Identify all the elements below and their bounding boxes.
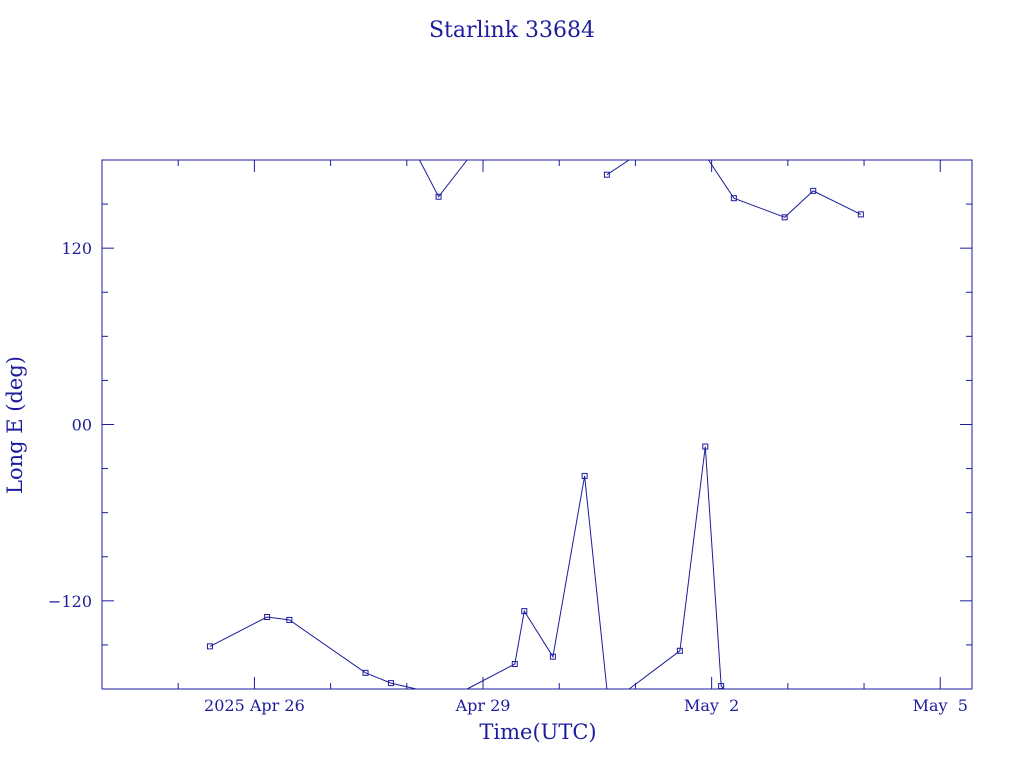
x-tick-label: May 5 [913,696,968,715]
data-point [730,195,737,202]
y-tick-label: 00 [72,416,92,435]
x-tick-label: Apr 29 [455,696,511,715]
x-tick-label: May 2 [684,696,739,715]
data-point [206,643,213,650]
series-line [466,475,608,690]
data-point [549,653,556,660]
data-point [581,472,588,479]
axis-ticks [101,159,972,690]
data-point [264,613,271,620]
series-line [419,159,468,198]
data-point [362,669,369,676]
data-point [810,187,817,194]
data-point [286,616,293,623]
series-longitude [209,159,862,690]
x-axis-label: Time(UTC) [479,720,596,744]
y-axis-label: Long E (deg) [3,356,27,494]
data-point [781,214,788,221]
series-line [708,159,862,218]
data-point [702,443,709,450]
data-point [718,683,725,690]
chart-title: Starlink 33684 [429,18,595,43]
data-point [676,647,683,654]
data-point [511,661,518,668]
plot-frame [101,159,973,690]
data-points [206,171,864,690]
x-tick-label: 2025 Apr 26 [204,696,305,715]
data-point [387,680,394,687]
data-point [521,608,528,615]
y-tick-label: 120 [61,239,92,258]
tick-labels: 2025 Apr 26 Apr 29 May 2 May 5 120 00 −120 [48,239,968,715]
data-point [435,193,442,200]
series-line [606,159,630,176]
y-tick-label: −120 [48,592,92,611]
series-line [628,446,725,690]
data-point [603,171,610,178]
data-point [857,211,864,218]
series-line [209,616,417,690]
